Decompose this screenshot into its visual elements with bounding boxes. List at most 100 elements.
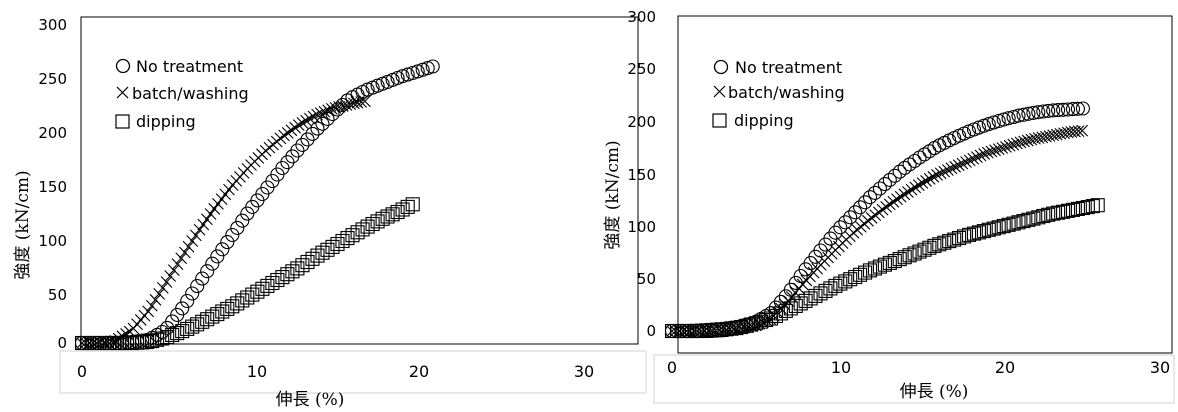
data-point-square xyxy=(385,207,400,222)
data-point-circle xyxy=(862,190,878,205)
data-point-circle xyxy=(996,112,1011,127)
y-tick-label: 250 xyxy=(38,70,67,88)
data-point-x xyxy=(945,162,958,175)
data-point-circle xyxy=(230,220,245,235)
data-point-square xyxy=(185,319,200,334)
data-point-x xyxy=(1007,138,1020,151)
data-point-square xyxy=(1075,200,1090,216)
data-point-x xyxy=(996,142,1009,154)
data-point-square xyxy=(843,272,858,287)
data-point-x xyxy=(902,186,914,198)
data-point-square xyxy=(375,211,390,226)
data-point-circle xyxy=(300,132,315,147)
data-point-circle xyxy=(180,293,195,309)
data-point-circle xyxy=(833,220,848,235)
y-tick-label: 300 xyxy=(38,16,67,34)
data-point-square xyxy=(803,291,818,306)
data-point-square xyxy=(1006,216,1021,231)
data-point-x xyxy=(318,105,331,118)
data-point-x xyxy=(880,201,893,213)
data-point-circle xyxy=(897,160,912,175)
data-point-square xyxy=(1080,200,1095,215)
data-point-x xyxy=(1000,140,1012,153)
data-point-square xyxy=(1056,204,1071,219)
data-point-square xyxy=(1085,199,1100,214)
data-point-circle xyxy=(210,249,225,264)
data-point-square xyxy=(976,224,991,239)
data-point-circle xyxy=(892,164,907,179)
data-point-square xyxy=(310,248,325,263)
data-point-square xyxy=(1060,203,1076,218)
data-point-x xyxy=(1029,132,1041,145)
x-tick-label: 20 xyxy=(409,362,429,381)
data-point-square xyxy=(862,263,878,278)
data-point-x xyxy=(1043,130,1056,142)
data-point-x xyxy=(219,188,232,201)
data-point-square xyxy=(907,246,922,261)
data-point-square xyxy=(255,281,270,296)
data-point-x xyxy=(153,287,166,300)
data-point-square xyxy=(877,257,892,272)
data-point-square xyxy=(1026,211,1041,226)
data-point-x xyxy=(1021,134,1034,147)
data-point-square xyxy=(195,314,210,329)
data-point-x xyxy=(274,132,287,145)
data-point-x xyxy=(894,190,907,203)
data-point-square xyxy=(872,259,887,274)
data-point-square xyxy=(754,314,769,329)
data-point-circle xyxy=(1001,111,1016,126)
y-tick-label: 0 xyxy=(646,322,656,340)
data-point-square xyxy=(853,267,868,282)
data-point-x xyxy=(340,99,353,111)
data-point-x xyxy=(1072,125,1085,138)
data-point-x xyxy=(347,97,360,110)
data-point-circle xyxy=(395,69,410,84)
data-point-x xyxy=(927,170,940,183)
data-point-x xyxy=(887,195,900,208)
data-point-x xyxy=(960,156,972,168)
data-point-x xyxy=(974,149,987,162)
data-point-x xyxy=(985,145,998,158)
data-point-circle xyxy=(200,264,215,279)
data-point-x xyxy=(278,129,290,142)
data-point-x xyxy=(145,299,158,312)
data-point-circle xyxy=(1056,102,1071,117)
data-point-circle xyxy=(882,172,897,187)
data-point-x xyxy=(160,276,173,288)
data-point-square xyxy=(395,202,410,217)
data-point-x xyxy=(1061,126,1074,139)
data-point-x xyxy=(208,202,221,215)
data-point-square xyxy=(912,244,927,259)
data-point-x xyxy=(1040,130,1052,143)
data-point-x xyxy=(311,108,324,121)
left-marks xyxy=(74,59,440,351)
data-point-x xyxy=(215,193,228,206)
x-tick-label: 10 xyxy=(831,358,851,377)
data-point-x xyxy=(1003,139,1016,152)
data-point-circle xyxy=(225,227,240,243)
data-point-square xyxy=(957,229,972,244)
data-point-x xyxy=(212,198,224,210)
data-point-x xyxy=(963,154,976,167)
data-point-x xyxy=(1036,131,1049,144)
data-point-square xyxy=(215,304,230,319)
data-point-square xyxy=(250,284,265,299)
data-point-x xyxy=(149,293,162,306)
data-point-square xyxy=(180,321,195,336)
data-point-square xyxy=(1001,217,1016,232)
data-point-square xyxy=(833,276,848,291)
data-point-square xyxy=(828,278,843,293)
data-point-x xyxy=(325,103,338,115)
data-point-square xyxy=(1036,208,1051,224)
data-point-square xyxy=(1011,215,1026,230)
data-point-circle xyxy=(1006,109,1021,125)
data-point-x xyxy=(336,100,349,112)
data-point-x xyxy=(971,151,983,164)
left-x-ticks: 0 10 20 30 xyxy=(77,362,594,381)
legend-label: batch/washing xyxy=(728,83,845,102)
data-point-x xyxy=(952,159,965,172)
data-point-square xyxy=(365,216,380,232)
data-point-square xyxy=(773,306,788,321)
data-point-x xyxy=(314,107,327,120)
